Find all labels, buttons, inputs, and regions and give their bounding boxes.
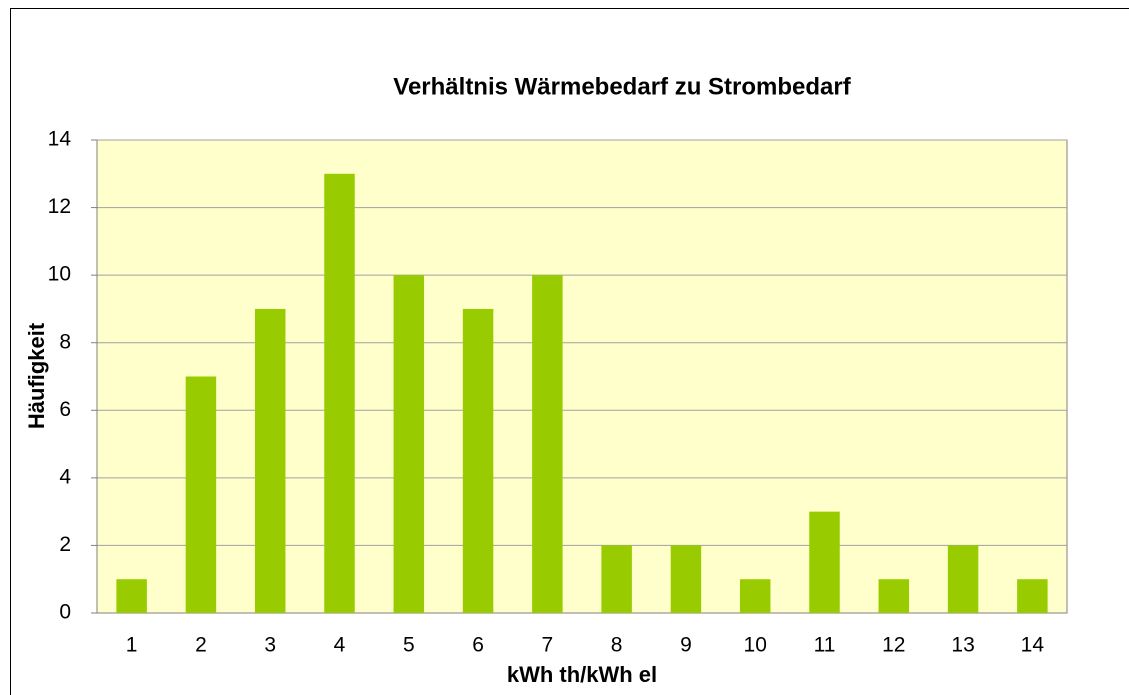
bar [947, 545, 979, 613]
bar [116, 579, 147, 613]
x-tick-label: 9 [680, 634, 692, 657]
bar [393, 275, 425, 613]
x-tick-label: 3 [264, 634, 276, 657]
x-tick-label: 10 [744, 634, 767, 657]
y-tick-label: 8 [59, 330, 71, 353]
bar [601, 545, 632, 613]
x-tick-label: 14 [1021, 634, 1045, 657]
y-tick-label: 6 [59, 398, 71, 421]
x-tick-label: 13 [951, 634, 974, 657]
y-tick-label: 12 [48, 195, 71, 218]
bar [809, 511, 840, 613]
bar [254, 308, 286, 613]
x-axis-title: kWh th/kWh el [507, 662, 657, 687]
y-tick-label: 2 [59, 533, 71, 556]
x-tick-label: 4 [334, 634, 346, 657]
y-tick-label: 4 [59, 465, 71, 488]
x-tick-label: 6 [472, 634, 484, 657]
x-tick-label: 2 [195, 634, 207, 657]
bar [878, 579, 910, 613]
y-tick-label: 14 [48, 128, 72, 151]
bar [739, 579, 771, 613]
bar [532, 275, 563, 613]
x-tick-label: 5 [403, 634, 415, 657]
x-tick-label: 11 [814, 634, 836, 657]
bar [670, 545, 702, 613]
bar [1017, 579, 1048, 613]
bar [324, 173, 355, 614]
bar [462, 308, 494, 613]
bar [185, 376, 217, 613]
x-tick-label: 1 [126, 634, 138, 657]
x-tick-label: 7 [542, 634, 554, 657]
y-axis-title: Häufigkeit [24, 322, 49, 429]
x-tick-label: 12 [882, 634, 905, 657]
y-tick-label: 0 [59, 601, 71, 624]
y-tick-label: 10 [48, 263, 71, 286]
x-tick-label: 8 [611, 634, 623, 657]
chart-title: Verhältnis Wärmebedarf zu Strombedarf [393, 73, 851, 100]
plot-area [96, 139, 1068, 614]
